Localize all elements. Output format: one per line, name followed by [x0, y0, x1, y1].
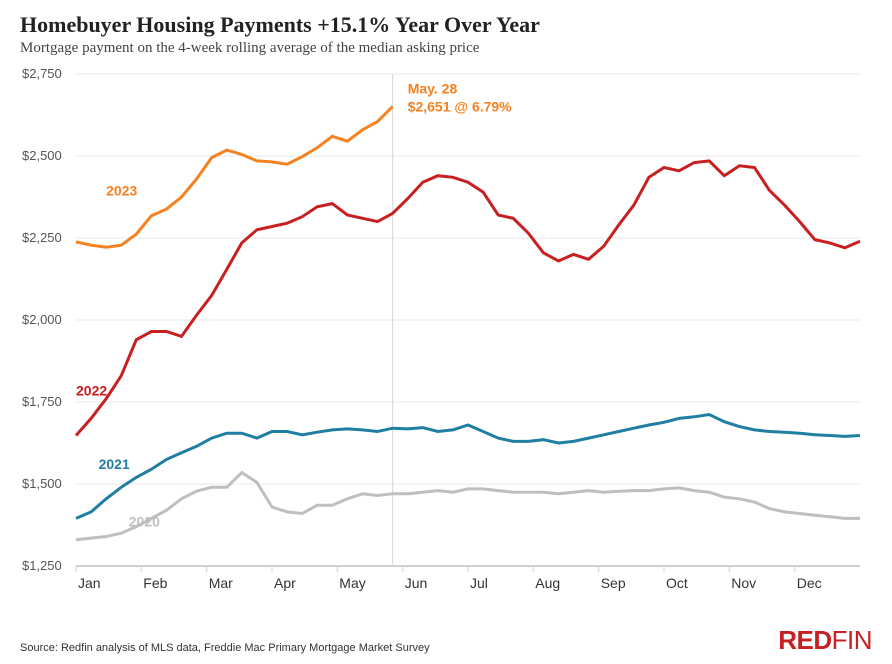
series-line-2022: [76, 161, 860, 436]
chart-title: Homebuyer Housing Payments +15.1% Year O…: [20, 12, 872, 38]
series-label-2020: 2020: [129, 514, 160, 530]
series-line-2020: [76, 473, 860, 540]
x-tick-label: Mar: [209, 575, 233, 591]
x-tick-label: Dec: [797, 575, 822, 591]
x-tick-label: Jan: [78, 575, 101, 591]
x-tick-label: Nov: [731, 575, 756, 591]
y-tick-label: $2,000: [22, 312, 62, 327]
x-tick-label: Apr: [274, 575, 296, 591]
redfin-logo: REDFIN: [778, 625, 872, 656]
x-tick-label: Feb: [143, 575, 167, 591]
x-tick-label: Sep: [601, 575, 626, 591]
callout-line-1: $2,651 @ 6.79%: [408, 99, 512, 115]
series-line-2021: [76, 415, 860, 519]
callout-line-0: May. 28: [408, 81, 458, 97]
y-tick-label: $2,250: [22, 230, 62, 245]
y-tick-label: $1,500: [22, 476, 62, 491]
y-tick-label: $1,250: [22, 558, 62, 573]
chart-svg: $1,250 $1,500 $1,750 $2,000 $2,250 $2,500 $2,7…: [20, 66, 870, 606]
y-tick-label: $2,750: [22, 66, 62, 81]
y-tick-label: $1,750: [22, 394, 62, 409]
x-tick-label: Jul: [470, 575, 488, 591]
x-tick-label: Aug: [535, 575, 560, 591]
x-tick-label: Oct: [666, 575, 688, 591]
chart-area: $1,250 $1,500 $1,750 $2,000 $2,250 $2,500 $2,7…: [20, 66, 870, 616]
series-label-2021: 2021: [99, 456, 130, 472]
series-label-2023: 2023: [106, 182, 137, 198]
series-line-2023: [76, 107, 393, 248]
source-text: Source: Redfin analysis of MLS data, Fre…: [20, 642, 430, 654]
y-tick-label: $2,500: [22, 148, 62, 163]
series-label-2022: 2022: [76, 382, 107, 398]
x-tick-label: May: [339, 575, 365, 591]
logo-fin: FIN: [832, 625, 872, 655]
logo-red: RED: [778, 625, 831, 655]
chart-subtitle: Mortgage payment on the 4-week rolling a…: [20, 40, 872, 57]
x-tick-label: Jun: [405, 575, 428, 591]
